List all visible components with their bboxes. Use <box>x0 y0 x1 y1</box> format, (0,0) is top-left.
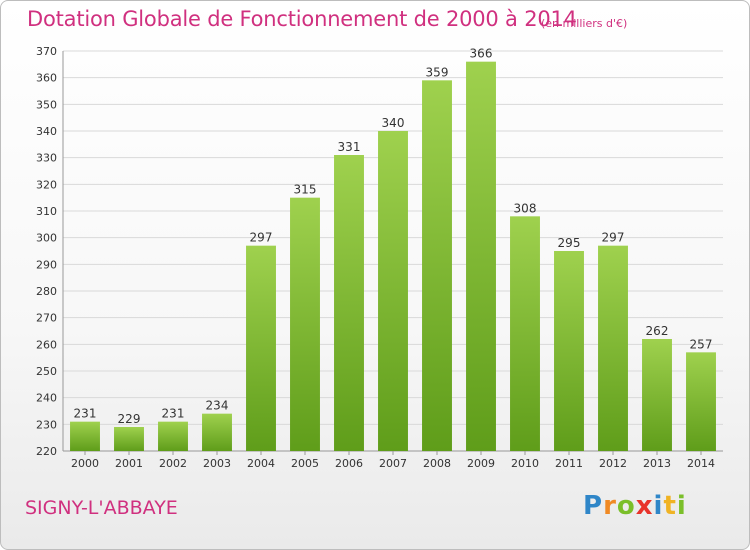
bar-value-label: 295 <box>558 236 581 250</box>
x-tick-label: 2005 <box>291 457 319 470</box>
logo-letter: i <box>676 491 687 521</box>
y-tick-label: 310 <box>36 205 57 218</box>
x-tick-label: 2004 <box>247 457 275 470</box>
bar-value-label: 359 <box>426 65 449 79</box>
bar-value-label: 231 <box>74 407 97 421</box>
bar <box>334 155 364 451</box>
logo-letter: i <box>653 491 664 521</box>
y-tick-label: 360 <box>36 72 57 85</box>
x-tick-label: 2003 <box>203 457 231 470</box>
x-tick-label: 2000 <box>71 457 99 470</box>
bar <box>202 413 232 451</box>
bar <box>642 339 672 451</box>
bars <box>70 61 716 452</box>
bar <box>466 61 496 452</box>
bar-value-label: 315 <box>294 183 317 197</box>
bar <box>158 421 188 451</box>
y-tick-label: 340 <box>36 125 57 138</box>
logo-letter: o <box>616 491 636 521</box>
bar-value-label: 231 <box>162 407 185 421</box>
x-tick-label: 2012 <box>599 457 627 470</box>
bar-value-label: 366 <box>470 47 493 61</box>
y-tick-label: 330 <box>36 152 57 165</box>
bar-value-label: 229 <box>118 412 141 426</box>
y-tick-label: 300 <box>36 232 57 245</box>
y-tick-label: 320 <box>36 178 57 191</box>
bar <box>114 427 144 451</box>
x-tick-label: 2002 <box>159 457 187 470</box>
x-tick-label: 2009 <box>467 457 495 470</box>
y-tick-label: 370 <box>36 45 57 58</box>
logo-letter: t <box>663 491 677 521</box>
x-tick-label: 2013 <box>643 457 671 470</box>
bar-value-label: 234 <box>206 399 229 413</box>
bar <box>422 80 452 451</box>
bar <box>554 251 584 451</box>
y-tick-label: 260 <box>36 338 57 351</box>
y-tick-label: 350 <box>36 98 57 111</box>
axes: 220 230 240 250 260 270 280 290 300 310 320 330 340 3… <box>36 45 723 470</box>
y-tick-label: 230 <box>36 418 57 431</box>
bar <box>686 352 716 451</box>
x-tick-label: 2011 <box>555 457 583 470</box>
logo-letter: r <box>603 491 617 521</box>
y-tick-label: 250 <box>36 365 57 378</box>
y-tick-label: 290 <box>36 258 57 271</box>
bar-value-label: 308 <box>514 201 537 215</box>
bar-value-label: 257 <box>690 337 713 351</box>
logo-letter: P <box>583 491 604 521</box>
chart-title: Dotation Globale de Fonctionnement de 20… <box>27 7 577 31</box>
bar <box>510 216 540 451</box>
commune-name: SIGNY-L'ABBAYE <box>25 497 178 519</box>
bar <box>70 421 100 451</box>
x-tick-label: 2008 <box>423 457 451 470</box>
x-tick-label: 2007 <box>379 457 407 470</box>
x-tick-label: 2001 <box>115 457 143 470</box>
y-tick-label: 280 <box>36 285 57 298</box>
chart-unit: (en milliers d'€) <box>541 17 628 30</box>
bar-value-label: 297 <box>250 231 273 245</box>
data-labels: 231 229 231 234 297 315 331 340 359 366 308 295 297 2… <box>74 47 713 426</box>
bar <box>246 245 276 451</box>
y-tick-label: 270 <box>36 312 57 325</box>
bar-value-label: 262 <box>646 324 669 338</box>
y-tick-label: 240 <box>36 392 57 405</box>
bar-value-label: 297 <box>602 231 625 245</box>
bar-value-label: 331 <box>338 140 361 154</box>
x-tick-label: 2014 <box>687 457 715 470</box>
bar <box>598 245 628 451</box>
bar-value-label: 340 <box>382 116 405 130</box>
bar <box>378 131 408 451</box>
x-tick-label: 2006 <box>335 457 363 470</box>
bar <box>290 197 320 451</box>
y-tick-label: 220 <box>36 445 57 458</box>
proxiti-logo: Proxiti <box>583 491 687 521</box>
x-tick-label: 2010 <box>511 457 539 470</box>
logo-letter: x <box>635 491 654 521</box>
